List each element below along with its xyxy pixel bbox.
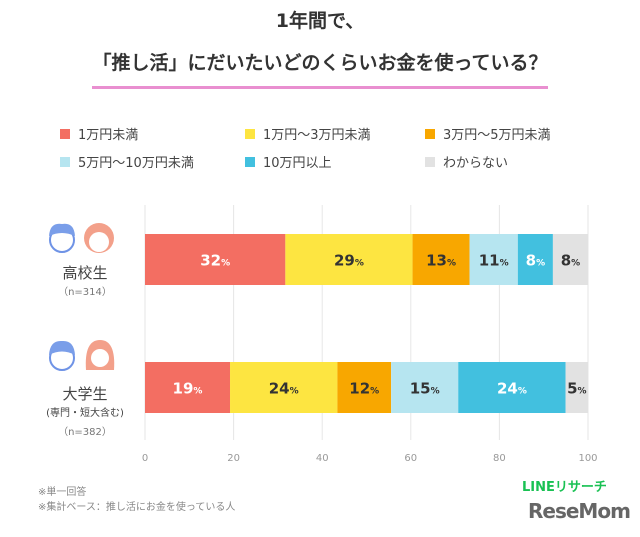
legend-label: 1万円未満: [78, 128, 139, 143]
note-single-answer: ※単一回答: [38, 487, 87, 498]
legend-item: 10万円以上: [245, 152, 332, 171]
legend-swatch: [245, 156, 255, 167]
x-tick-label: 60: [404, 453, 417, 464]
group-name: 高校生: [62, 264, 108, 282]
avatar-highschool-girl-icon: [84, 223, 114, 253]
x-tick-label: 100: [578, 453, 597, 464]
bar-segment: [458, 362, 566, 413]
legend-item: 1万円未満: [60, 124, 138, 143]
chart-title-line2: 「推し活」にだいたいどのくらいお金を使っている？: [92, 52, 548, 74]
avatar-highschool-boy-icon: [49, 223, 75, 253]
legend-item: 1万円～3万円未満: [245, 124, 371, 143]
group-label-highschool: 高校生 （n=314）: [30, 262, 140, 298]
legend-label: 3万円～5万円未満: [443, 128, 551, 143]
line-research-logo: LINEリサーチ: [522, 480, 607, 495]
chart-title-line1: 1年間で、: [275, 10, 365, 32]
bar-segment: [145, 234, 286, 285]
group-n: （n=314）: [58, 287, 112, 298]
legend-swatch: [60, 156, 70, 167]
group-label-university: 大学生 (専門・短大含む) （n=382）: [30, 383, 140, 438]
bar-segment: [230, 362, 338, 413]
legend-swatch: [425, 128, 435, 139]
title-underline: [92, 86, 548, 89]
x-tick-label: 20: [227, 453, 240, 464]
x-tick-label: 80: [493, 453, 506, 464]
resemom-logo: ReseMom: [528, 499, 631, 523]
legend-item: 5万円～10万円未満: [60, 152, 194, 171]
legend-label: 10万円以上: [263, 156, 332, 171]
bar-segment: [337, 362, 392, 413]
bar-segment: [565, 362, 588, 413]
legend-label: 1万円～3万円未満: [263, 128, 371, 143]
legend-label: 5万円～10万円未満: [78, 156, 194, 171]
bar-segment: [469, 234, 518, 285]
bar-segment: [285, 234, 413, 285]
legend-item: わからない: [425, 152, 508, 171]
group-n: （n=382）: [58, 427, 112, 438]
legend-swatch: [245, 128, 255, 139]
bar-segment: [552, 234, 588, 285]
legend-swatch: [425, 156, 435, 167]
group-sub: (専門・短大含む): [46, 408, 124, 419]
avatar-university-girl-icon: [85, 340, 115, 370]
bar-segment: [517, 234, 553, 285]
legend-swatch: [60, 128, 70, 139]
x-tick-label: 40: [316, 453, 329, 464]
legend-label: わからない: [443, 156, 509, 171]
bar-segment: [145, 362, 231, 413]
avatar-university-boy-icon: [49, 340, 75, 371]
legend-item: 3万円～5万円未満: [425, 124, 551, 143]
group-name: 大学生: [62, 385, 108, 403]
note-base: ※集計ベース：推し活にお金を使っている人: [38, 502, 236, 513]
bar-segment: [391, 362, 459, 413]
x-tick-label: 0: [142, 453, 148, 464]
bar-segment: [412, 234, 470, 285]
